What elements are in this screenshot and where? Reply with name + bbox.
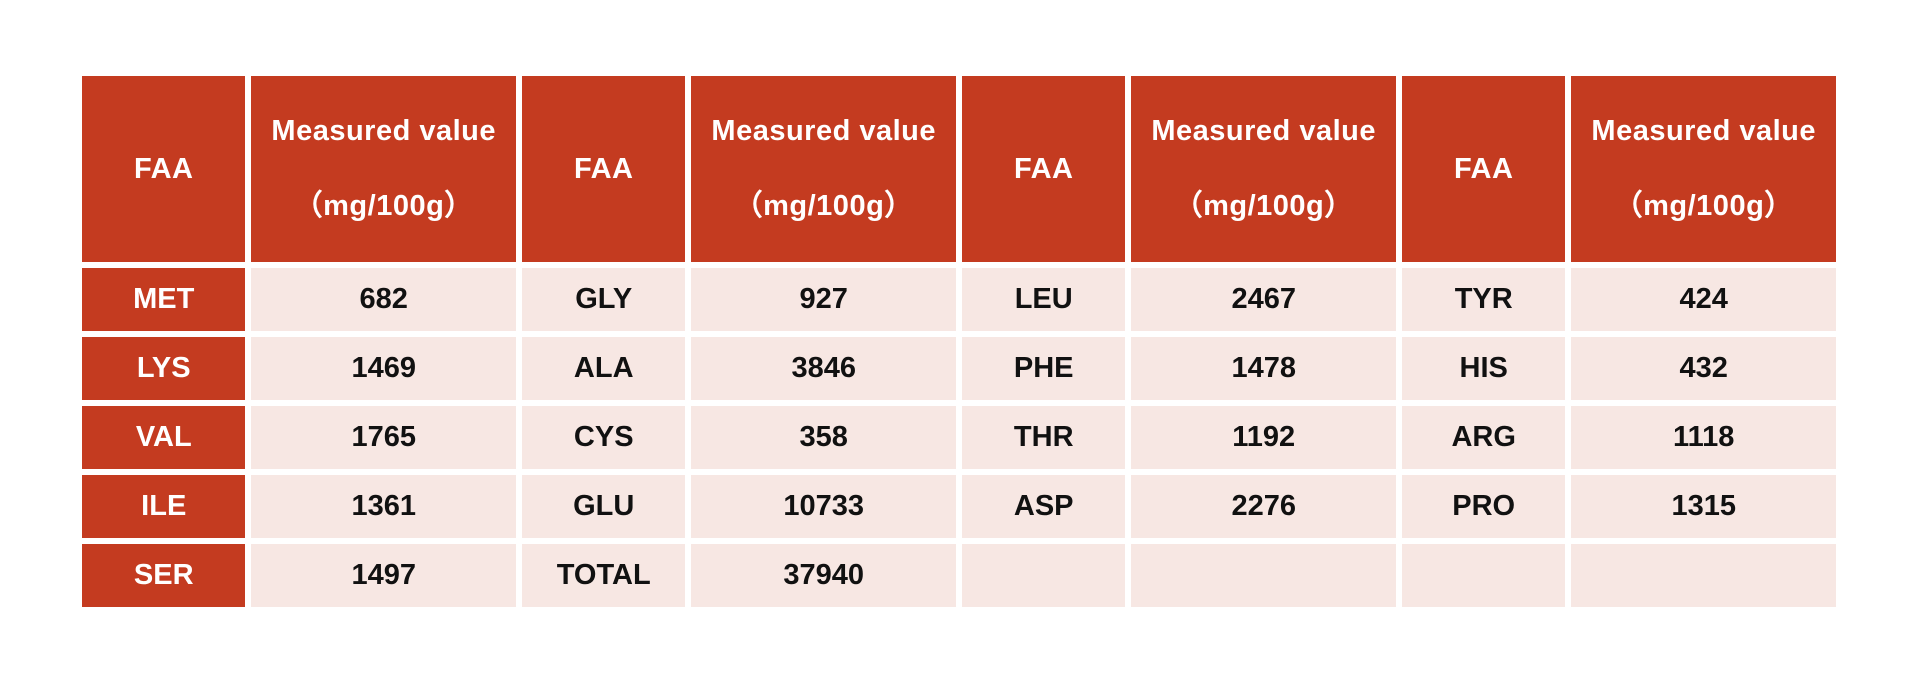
row-header-cell: LYS	[82, 337, 246, 400]
header-faa-label: FAA	[573, 152, 634, 185]
header-value-units: （mg/100g）	[733, 189, 914, 222]
value-cell: 432	[1571, 337, 1836, 400]
faa-name-cell: GLY	[521, 268, 686, 331]
header-cell-faa-1: FAA	[82, 76, 246, 262]
value-cell: 2467	[1131, 268, 1396, 331]
value-cell: 1497	[251, 544, 516, 607]
row-header-cell: ILE	[82, 475, 246, 538]
header-cell-value-2: Measured value （mg/100g）	[691, 76, 956, 262]
faa-name-cell	[961, 544, 1126, 607]
value-cell: 3846	[691, 337, 956, 400]
value-cell: 2276	[1131, 475, 1396, 538]
value-cell	[1571, 544, 1836, 607]
header-value-label: Measured value	[1151, 114, 1376, 147]
header-value-label: Measured value	[1591, 114, 1817, 147]
value-cell: 424	[1571, 268, 1836, 331]
row-header-cell: SER	[82, 544, 246, 607]
faa-name-cell: HIS	[1401, 337, 1566, 400]
row-header-cell: MET	[82, 268, 246, 331]
faa-name-cell: CYS	[521, 406, 686, 469]
value-cell: 1315	[1571, 475, 1836, 538]
header-value-units: （mg/100g）	[1613, 189, 1794, 222]
row-header-cell: VAL	[82, 406, 246, 469]
header-value-units: （mg/100g）	[293, 189, 474, 222]
header-value-label: Measured value	[711, 114, 937, 147]
header-faa-label: FAA	[1453, 152, 1514, 185]
faa-name-cell: GLU	[521, 475, 686, 538]
value-cell: 37940	[691, 544, 956, 607]
faa-name-cell: ARG	[1401, 406, 1566, 469]
value-cell: 1478	[1131, 337, 1396, 400]
value-cell: 682	[251, 268, 516, 331]
header-cell-faa-4: FAA	[1401, 76, 1566, 262]
header-cell-value-3: Measured value （mg/100g）	[1131, 76, 1396, 262]
header-faa-label: FAA	[1013, 152, 1074, 185]
value-cell	[1131, 544, 1396, 607]
faa-name-cell: THR	[961, 406, 1126, 469]
header-faa-label: FAA	[133, 152, 194, 185]
value-cell: 1361	[251, 475, 516, 538]
faa-name-cell: PHE	[961, 337, 1126, 400]
header-cell-value-4: Measured value （mg/100g）	[1571, 76, 1836, 262]
faa-table: FAA Measured value （mg/100g） FAA Measure…	[76, 70, 1842, 613]
faa-name-cell: ALA	[521, 337, 686, 400]
value-cell: 1765	[251, 406, 516, 469]
header-value-label: Measured value	[271, 114, 497, 147]
table-header-row: FAA Measured value （mg/100g） FAA Measure…	[82, 76, 1836, 262]
value-cell: 1192	[1131, 406, 1396, 469]
table-row: VAL 1765 CYS 358 THR 1192 ARG 1118	[82, 406, 1836, 469]
header-value-units: （mg/100g）	[1173, 189, 1354, 222]
header-cell-faa-3: FAA	[961, 76, 1126, 262]
table-row: SER 1497 TOTAL 37940	[82, 544, 1836, 607]
value-cell: 927	[691, 268, 956, 331]
value-cell: 1118	[1571, 406, 1836, 469]
faa-name-cell	[1401, 544, 1566, 607]
value-cell: 10733	[691, 475, 956, 538]
faa-name-cell: ASP	[961, 475, 1126, 538]
table-row: ILE 1361 GLU 10733 ASP 2276 PRO 1315	[82, 475, 1836, 538]
faa-name-cell: LEU	[961, 268, 1126, 331]
header-cell-faa-2: FAA	[521, 76, 686, 262]
faa-name-cell: TOTAL	[521, 544, 686, 607]
value-cell: 1469	[251, 337, 516, 400]
table-row: LYS 1469 ALA 3846 PHE 1478 HIS 432	[82, 337, 1836, 400]
table-row: MET 682 GLY 927 LEU 2467 TYR 424	[82, 268, 1836, 331]
faa-name-cell: TYR	[1401, 268, 1566, 331]
value-cell: 358	[691, 406, 956, 469]
header-cell-value-1: Measured value （mg/100g）	[251, 76, 516, 262]
faa-name-cell: PRO	[1401, 475, 1566, 538]
